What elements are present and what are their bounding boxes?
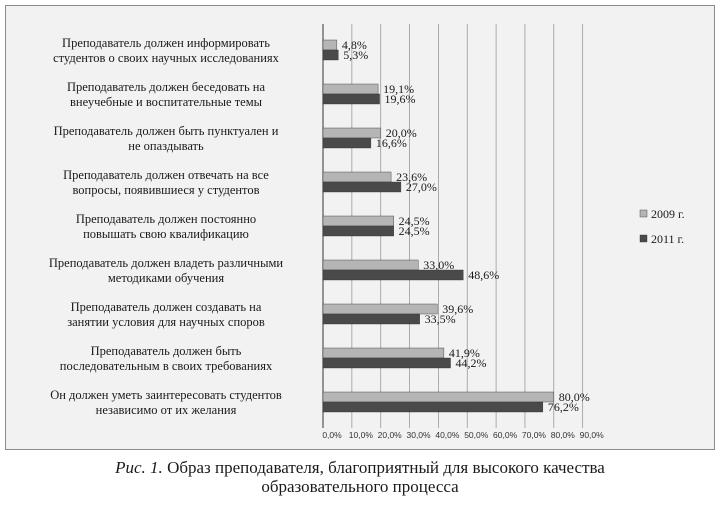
caption-line-1: Рис. 1. Образ преподавателя, благоприятн… [0, 458, 720, 477]
bar-2011 [322, 49, 339, 61]
bar-chart: 0,0% 10,0% 20,0% 30,0% 40,0% 50,0% 60,0% 70,0% 8… [49, 24, 685, 440]
data-label-2009: 4,8% [342, 38, 367, 52]
data-label-2011: 33,5% [425, 312, 456, 326]
data-label-2009: 19,1% [383, 82, 414, 96]
bar-2009 [322, 215, 394, 227]
data-label-2009: 39,6% [442, 302, 473, 316]
bar-2011 [322, 401, 544, 413]
legend-swatch [639, 209, 648, 218]
chart-frame: 0,0% 10,0% 20,0% 30,0% 40,0% 50,0% 60,0% 70,0% 8… [5, 5, 715, 450]
caption-title-1: Образ преподавателя, благоприятный для в… [167, 458, 605, 477]
bar-2009 [322, 391, 555, 403]
data-label-2011: 76,2% [548, 400, 579, 414]
category-label: вопросы, появившиеся у студентов [72, 183, 259, 197]
data-label-2009: 23,6% [396, 170, 427, 184]
data-label-2011: 16,6% [376, 136, 407, 150]
category-label: Он должен уметь заинтересовать студентов [50, 388, 282, 402]
bar-2011 [322, 269, 464, 281]
bar-2011 [322, 181, 402, 193]
bar-2009 [322, 303, 438, 315]
data-label-2009: 80,0% [559, 390, 590, 404]
bar-2011 [322, 357, 451, 369]
category-label: Преподаватель должен быть [91, 344, 242, 358]
data-label-2009: 33,0% [423, 258, 454, 272]
category-label: независимо от их желания [96, 403, 237, 417]
figure-label: Рис. 1. [115, 458, 163, 477]
data-label-2011: 44,2% [456, 356, 487, 370]
x-tick-label: 90,0% [580, 430, 605, 440]
category-label: Преподаватель должен отвечать на все [63, 168, 269, 182]
data-label-2009: 24,5% [399, 214, 430, 228]
data-label-2011: 27,0% [406, 180, 437, 194]
category-label: занятии условия для научных споров [67, 315, 265, 329]
data-label-2011: 48,6% [468, 268, 499, 282]
category-label: Преподаватель должен беседовать на [67, 80, 266, 94]
bar-2009 [322, 127, 381, 139]
category-label: внеучебные и воспитательные темы [70, 95, 263, 109]
figure-caption: Рис. 1. Образ преподавателя, благоприятн… [0, 458, 720, 496]
category-label: не опаздывать [128, 139, 204, 153]
legend-entry: 2009 г. [651, 207, 685, 221]
category-label: повышать свою квалификацию [83, 227, 249, 241]
x-tick-label: 30,0% [406, 430, 431, 440]
bar-2011 [322, 225, 394, 237]
data-label-2011: 19,6% [385, 92, 416, 106]
legend-swatch [639, 234, 648, 243]
category-label: Преподаватель должен постоянно [76, 212, 256, 226]
bar-2011 [322, 93, 380, 105]
x-tick-label: 10,0% [349, 430, 374, 440]
bar-2009 [322, 171, 392, 183]
category-label: Преподаватель должен быть пунктуален и [54, 124, 279, 138]
category-label: последовательным в своих требованиях [60, 359, 273, 373]
x-tick-label: 60,0% [493, 430, 518, 440]
x-tick-label: 50,0% [464, 430, 489, 440]
category-label: Преподаватель должен владеть различными [49, 256, 284, 270]
bar-2011 [322, 313, 420, 325]
category-label: методиками обучения [108, 271, 224, 285]
data-label-2009: 41,9% [449, 346, 480, 360]
bar-2009 [322, 347, 445, 359]
category-label: Преподаватель должен информировать [62, 36, 270, 50]
x-tick-label: 0,0% [322, 430, 342, 440]
bar-2009 [322, 39, 338, 51]
x-tick-label: 40,0% [435, 430, 460, 440]
x-tick-label: 20,0% [378, 430, 403, 440]
data-label-2011: 24,5% [399, 224, 430, 238]
caption-title-2: образовательного процесса [261, 477, 459, 496]
legend-entry: 2011 г. [651, 232, 684, 246]
category-label: Преподаватель должен создавать на [71, 300, 262, 314]
bar-2009 [322, 259, 419, 271]
data-label-2009: 20,0% [386, 126, 417, 140]
data-label-2011: 5,3% [343, 48, 368, 62]
bar-2009 [322, 83, 379, 95]
x-tick-label: 70,0% [522, 430, 547, 440]
x-tick-label: 80,0% [551, 430, 576, 440]
category-label: студентов о своих научных исследованиях [53, 51, 280, 65]
bar-2011 [322, 137, 372, 149]
